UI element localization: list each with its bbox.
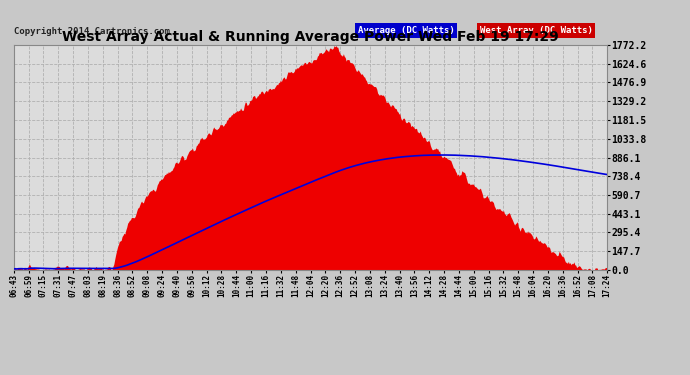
Text: Average (DC Watts): Average (DC Watts) <box>358 26 455 35</box>
Text: West Array (DC Watts): West Array (DC Watts) <box>480 26 593 35</box>
Text: Copyright 2014 Cartronics.com: Copyright 2014 Cartronics.com <box>14 27 170 36</box>
Title: West Array Actual & Running Average Power Wed Feb 19 17:29: West Array Actual & Running Average Powe… <box>62 30 559 44</box>
